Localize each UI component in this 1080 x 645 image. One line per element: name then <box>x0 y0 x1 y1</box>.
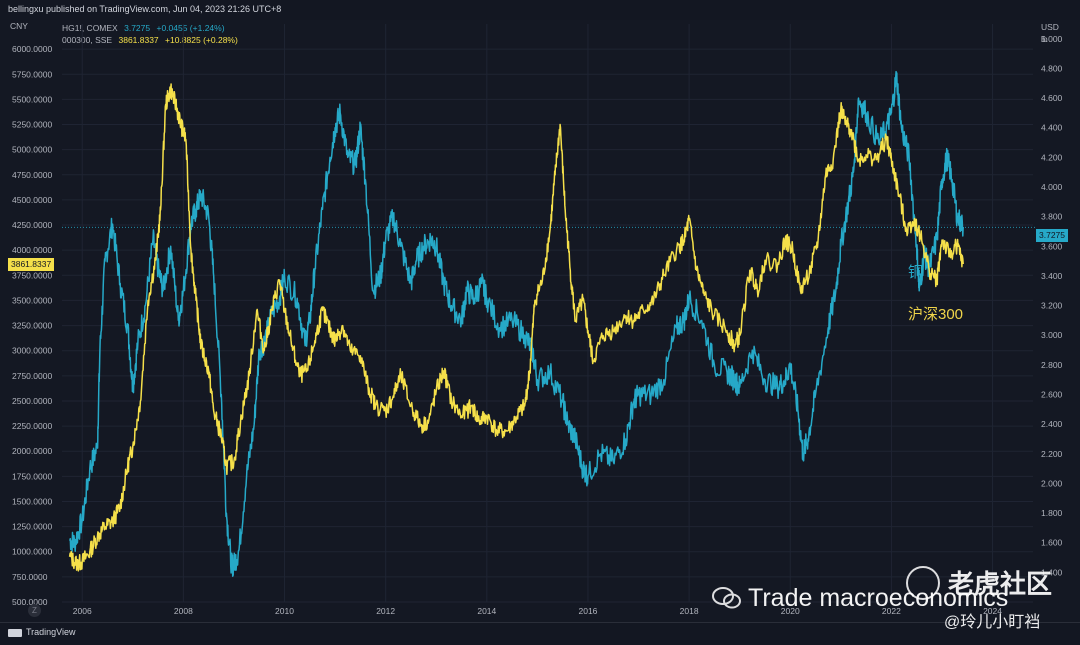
left-tick-label: 750.0000 <box>12 572 48 582</box>
right-tick-label: 4.000 <box>1041 182 1063 192</box>
top-bar <box>0 0 1080 20</box>
footer-bar <box>0 622 1080 645</box>
copper-series-line <box>68 70 964 578</box>
left-tick-label: 3250.0000 <box>12 321 52 331</box>
left-tick-label: 1500.0000 <box>12 496 52 506</box>
right-tick-label: 3.200 <box>1041 301 1063 311</box>
right-tick-label: 1.800 <box>1041 508 1063 518</box>
index-annotation: 沪深300 <box>908 306 964 323</box>
x-tick-label: 2006 <box>73 606 92 616</box>
watermark-brand: 老虎社区 <box>948 569 1053 599</box>
left-tick-label: 3750.0000 <box>12 270 52 280</box>
right-axis-per-unit: lb <box>1041 34 1048 44</box>
legend-index[interactable]: 000300, SSE 3861.8337 +10.8825 (+0.28%) <box>62 35 242 45</box>
watermark-handle: @玲儿小盯裆 <box>944 614 1041 631</box>
index-series-line <box>68 83 964 572</box>
left-tick-label: 5250.0000 <box>12 120 52 130</box>
wechat-icon <box>712 587 741 609</box>
legend-copper-symbol: HG1!, COMEX <box>62 23 118 33</box>
left-tick-label: 6000.0000 <box>12 44 52 54</box>
left-tick-label: 4500.0000 <box>12 195 52 205</box>
right-tick-label: 3.400 <box>1041 271 1063 281</box>
left-tick-label: 3500.0000 <box>12 295 52 305</box>
left-tick-label: 5000.0000 <box>12 145 52 155</box>
left-tick-label: 1750.0000 <box>12 471 52 481</box>
left-tick-label: 4750.0000 <box>12 170 52 180</box>
x-tick-label: 2022 <box>882 606 901 616</box>
right-tick-label: 2.200 <box>1041 449 1063 459</box>
legend-copper-change: +0.0455 (+1.24%) <box>156 23 225 33</box>
left-tick-label: 5750.0000 <box>12 69 52 79</box>
copper-price-tag: 3.7275 <box>1036 229 1068 242</box>
index-price-tag: 3861.8337 <box>8 258 55 271</box>
left-tick-label: 4000.0000 <box>12 245 52 255</box>
tiger-community-logo-icon <box>906 566 940 600</box>
published-info: bellingxu published on TradingView.com, … <box>8 4 282 14</box>
x-tick-label: 2024 <box>983 606 1002 616</box>
left-tick-label: 4250.0000 <box>12 220 52 230</box>
right-tick-label: 2.000 <box>1041 478 1063 488</box>
x-tick-label: 2020 <box>781 606 800 616</box>
right-tick-label: 5.000 <box>1041 34 1063 44</box>
tradingview-brand: TradingView <box>26 627 76 637</box>
x-tick-label: 2012 <box>376 606 395 616</box>
zoom-reset-button[interactable]: Z <box>28 604 41 617</box>
left-tick-label: 1250.0000 <box>12 522 52 532</box>
right-axis-unit: USD lb <box>1041 21 1059 45</box>
x-tick-label: 2008 <box>174 606 193 616</box>
right-tick-label: 1.400 <box>1041 567 1063 577</box>
legend-index-symbol: 000300, SSE <box>62 35 113 45</box>
right-axis-currency: USD <box>1041 22 1059 32</box>
tradingview-logo[interactable]: TradingView <box>8 627 76 637</box>
left-tick-label: 2000.0000 <box>12 446 52 456</box>
right-tick-label: 2.600 <box>1041 390 1063 400</box>
x-tick-label: 2018 <box>680 606 699 616</box>
right-tick-label: 4.400 <box>1041 123 1063 133</box>
left-tick-label: 2750.0000 <box>12 371 52 381</box>
legend-index-price: 3861.8337 <box>118 35 159 45</box>
watermark-main: Trade macroeconomics <box>748 584 1009 612</box>
left-tick-label: 500.0000 <box>12 597 48 607</box>
left-tick-label: 3000.0000 <box>12 346 52 356</box>
right-tick-label: 4.600 <box>1041 93 1063 103</box>
x-tick-label: 2014 <box>477 606 496 616</box>
right-tick-label: 1.600 <box>1041 538 1063 548</box>
right-tick-label: 3.000 <box>1041 330 1063 340</box>
right-tick-label: 4.200 <box>1041 152 1063 162</box>
x-tick-label: 2016 <box>578 606 597 616</box>
right-tick-label: 4.800 <box>1041 63 1063 73</box>
right-tick-label: 3.600 <box>1041 241 1063 251</box>
left-tick-label: 5500.0000 <box>12 94 52 104</box>
left-tick-label: 2250.0000 <box>12 421 52 431</box>
x-tick-label: 2010 <box>275 606 294 616</box>
copper-annotation: 铜 <box>908 264 924 281</box>
legend-copper[interactable]: HG1!, COMEX 3.7275 +0.0455 (+1.24%) <box>62 23 229 33</box>
left-tick-label: 2500.0000 <box>12 396 52 406</box>
tradingview-logo-icon <box>8 628 22 637</box>
right-tick-label: 3.800 <box>1041 212 1063 222</box>
legend-copper-price: 3.7275 <box>124 23 151 33</box>
left-axis-unit: CNY <box>10 21 28 31</box>
legend-index-change: +10.8825 (+0.28%) <box>165 35 238 45</box>
right-tick-label: 2.800 <box>1041 360 1063 370</box>
right-tick-label: 2.400 <box>1041 419 1063 429</box>
left-tick-label: 1000.0000 <box>12 547 52 557</box>
